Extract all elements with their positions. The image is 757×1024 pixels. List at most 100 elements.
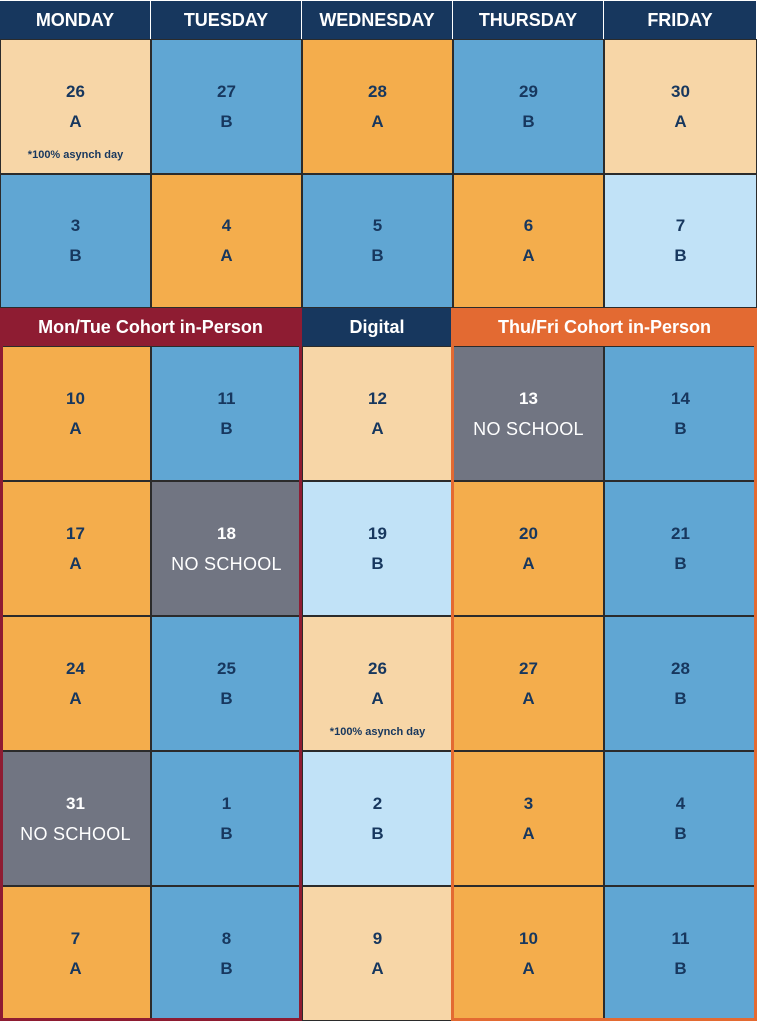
day-letter: A <box>69 958 82 978</box>
day-number: 7 <box>70 928 81 948</box>
day-cell-week7-thursday: 10 A <box>453 886 604 1021</box>
day-letter: B <box>674 823 687 843</box>
day-cell-week4-wednesday: 19 B <box>302 481 453 616</box>
header-thursday: THURSDAY <box>453 1 603 39</box>
day-letter: B <box>220 958 233 978</box>
day-letter: A <box>522 246 535 265</box>
asynch-note: *100% asynch day <box>329 726 426 738</box>
day-number: 10 <box>66 388 85 408</box>
header-friday: FRIDAY <box>604 1 756 39</box>
day-letter: B <box>674 958 687 978</box>
day-number: 25 <box>217 658 236 678</box>
day-letter: A <box>522 823 535 843</box>
no-school-label: NO SCHOOL <box>20 823 131 844</box>
day-letter: B <box>674 246 687 265</box>
day-letter: A <box>371 418 384 438</box>
day-letter: A <box>522 958 535 978</box>
day-letter: A <box>69 418 82 438</box>
day-number: 20 <box>519 523 538 543</box>
day-letter: A <box>522 553 535 573</box>
header-wednesday: WEDNESDAY <box>302 1 452 39</box>
day-letter: B <box>522 111 535 131</box>
mon-tue-cohort-band: Mon/Tue Cohort in-Person <box>0 308 301 346</box>
day-cell-week3-monday: 10 A <box>0 346 151 481</box>
day-letter: A <box>371 111 384 131</box>
thu-fri-cohort-band: Thu/Fri Cohort in-Person <box>452 308 757 346</box>
day-cell-week4-thursday: 20 A <box>453 481 604 616</box>
day-number: 28 <box>368 81 387 101</box>
day-letter: B <box>674 418 687 438</box>
day-number: 7 <box>675 216 686 235</box>
day-cell-week3-tuesday: 11 B <box>151 346 302 481</box>
day-letter: A <box>674 111 687 131</box>
day-number: 29 <box>519 81 538 101</box>
day-number: 19 <box>368 523 387 543</box>
asynch-note: *100% asynch day <box>27 149 124 161</box>
day-cell-week7-friday: 11 B <box>604 886 757 1021</box>
day-letter: A <box>69 553 82 573</box>
day-letter: B <box>220 418 233 438</box>
no-school-label: NO SCHOOL <box>171 553 282 574</box>
day-number: 26 <box>66 81 85 101</box>
day-cell-week4-tuesday: 18 NO SCHOOL <box>151 481 302 616</box>
day-letter: B <box>371 246 384 265</box>
day-letter: B <box>69 246 82 265</box>
day-letter: B <box>220 823 233 843</box>
day-number: 26 <box>368 658 387 678</box>
day-cell-week4-monday: 17 A <box>0 481 151 616</box>
day-letter: A <box>522 688 535 708</box>
day-letter: B <box>220 688 233 708</box>
day-number: 18 <box>217 523 236 543</box>
day-number: 2 <box>372 793 383 813</box>
day-cell-week1-friday: 30 A <box>604 39 757 174</box>
day-letter: A <box>69 688 82 708</box>
day-number: 14 <box>671 388 690 408</box>
day-cell-week6-monday: 31 NO SCHOOL <box>0 751 151 886</box>
day-cell-week3-friday: 14 B <box>604 346 757 481</box>
day-number: 3 <box>70 216 81 235</box>
day-number: 9 <box>372 928 383 948</box>
day-number: 27 <box>217 81 236 101</box>
day-cell-week3-wednesday: 12 A <box>302 346 453 481</box>
day-letter: A <box>371 688 384 708</box>
day-letter: A <box>371 958 384 978</box>
day-cell-week5-thursday: 27 A <box>453 616 604 751</box>
day-cell-week3-thursday: 13 NO SCHOOL <box>453 346 604 481</box>
day-number: 11 <box>217 388 236 408</box>
day-number: 4 <box>221 216 232 235</box>
header-monday: MONDAY <box>0 1 150 39</box>
day-cell-week4-friday: 21 B <box>604 481 757 616</box>
day-number: 11 <box>671 928 690 948</box>
day-number: 17 <box>66 523 85 543</box>
day-number: 30 <box>671 81 690 101</box>
day-cell-week1-wednesday: 28 A <box>302 39 453 174</box>
day-number: 1 <box>221 793 232 813</box>
day-number: 4 <box>675 793 686 813</box>
day-letter: A <box>220 246 233 265</box>
day-letter: B <box>220 111 233 131</box>
day-cell-week5-monday: 24 A <box>0 616 151 751</box>
day-cell-week5-wednesday: 26 A *100% asynch day <box>302 616 453 751</box>
no-school-label: NO SCHOOL <box>473 418 584 439</box>
day-number: 28 <box>671 658 690 678</box>
day-cell-week5-tuesday: 25 B <box>151 616 302 751</box>
day-number: 12 <box>368 388 387 408</box>
day-cell-week1-monday: 26 A *100% asynch day <box>0 39 151 174</box>
day-cell-week1-tuesday: 27 B <box>151 39 302 174</box>
header-tuesday: TUESDAY <box>151 1 301 39</box>
day-number: 27 <box>519 658 538 678</box>
day-letter: B <box>371 823 384 843</box>
day-number: 5 <box>372 216 383 235</box>
day-number: 10 <box>519 928 538 948</box>
day-letter: B <box>371 553 384 573</box>
day-number: 24 <box>66 658 85 678</box>
